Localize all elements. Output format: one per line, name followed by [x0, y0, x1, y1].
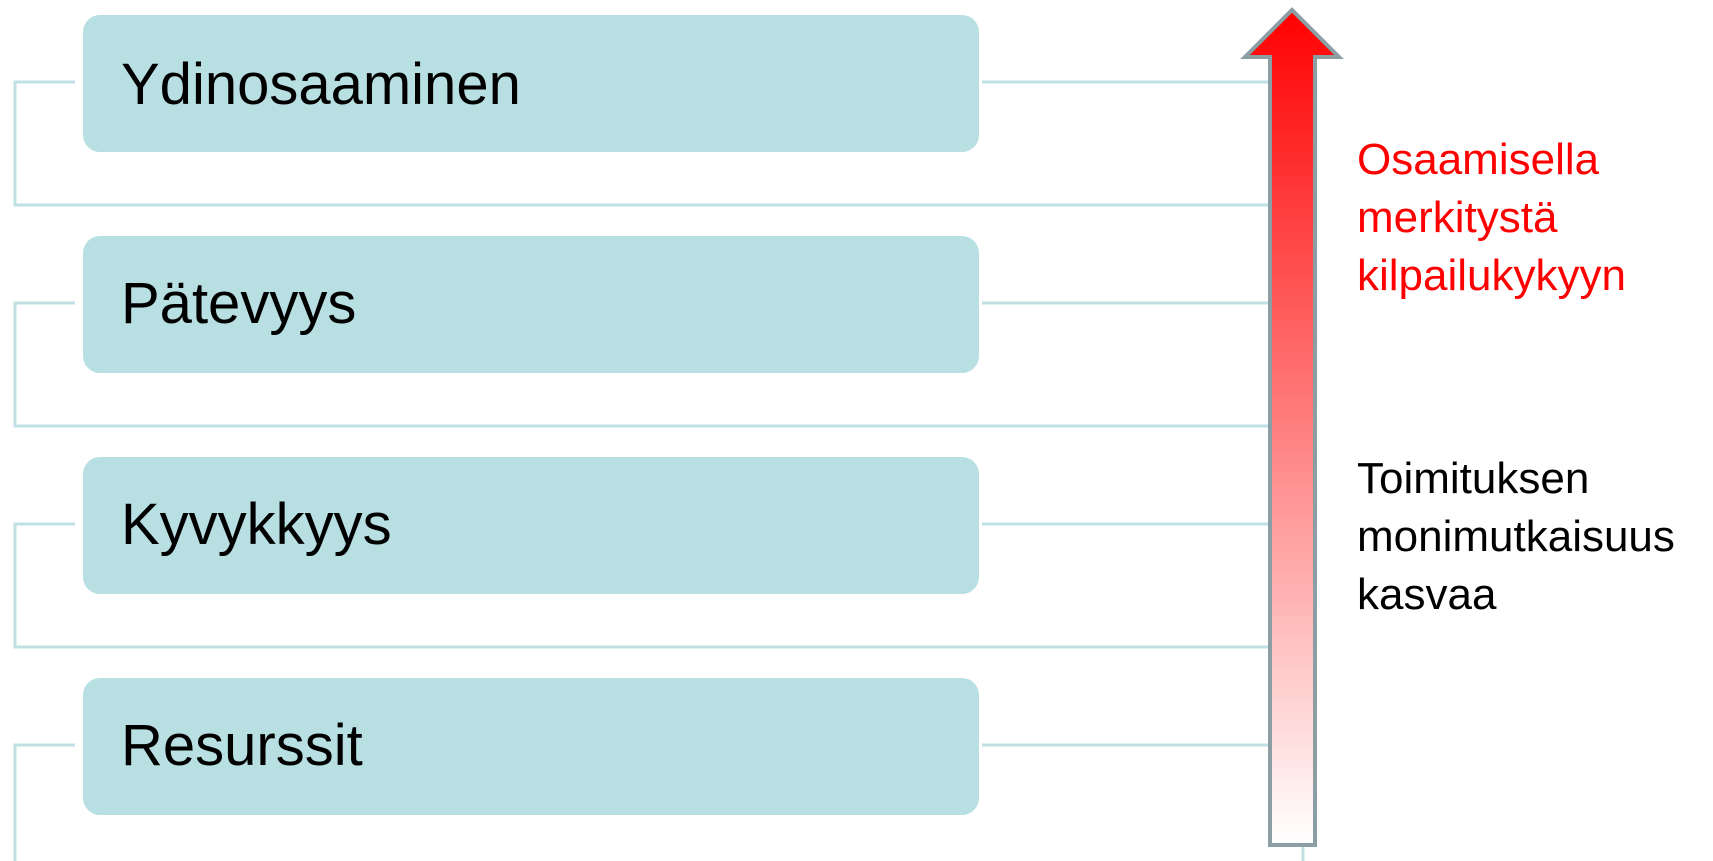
note-top-line-2: merkitystä — [1357, 193, 1558, 242]
note-bottom-line-1: Toimituksen — [1357, 454, 1590, 503]
connector-level-3 — [13, 522, 1268, 649]
level-box-2: Pätevyys — [83, 236, 979, 373]
level-box-3: Kyvykkyys — [83, 457, 979, 594]
note-bottom-line-2: monimutkaisuus — [1357, 512, 1675, 561]
note-bottom-line-3: kasvaa — [1357, 570, 1497, 619]
note-top-line-1: Osaamisella — [1357, 135, 1600, 184]
level-label-2: Pätevyys — [121, 271, 356, 336]
up-arrow-icon — [1240, 7, 1344, 847]
level-label-4: Resurssit — [121, 713, 363, 778]
level-box-1: Ydinosaaminen — [83, 15, 979, 152]
note-competence-significance: Osaamisella merkitystä kilpailukykyyn — [1357, 131, 1626, 305]
note-top-line-3: kilpailukykyyn — [1357, 251, 1626, 300]
connector-lines — [13, 80, 1305, 861]
connector-level-4 — [13, 743, 1305, 861]
level-label-3: Kyvykkyys — [121, 492, 392, 557]
level-box-4: Resurssit — [83, 678, 979, 815]
note-delivery-complexity: Toimituksen monimutkaisuus kasvaa — [1357, 450, 1675, 624]
level-label-1: Ydinosaaminen — [121, 52, 521, 117]
connector-level-1 — [13, 80, 1268, 207]
connector-level-2 — [13, 301, 1268, 428]
